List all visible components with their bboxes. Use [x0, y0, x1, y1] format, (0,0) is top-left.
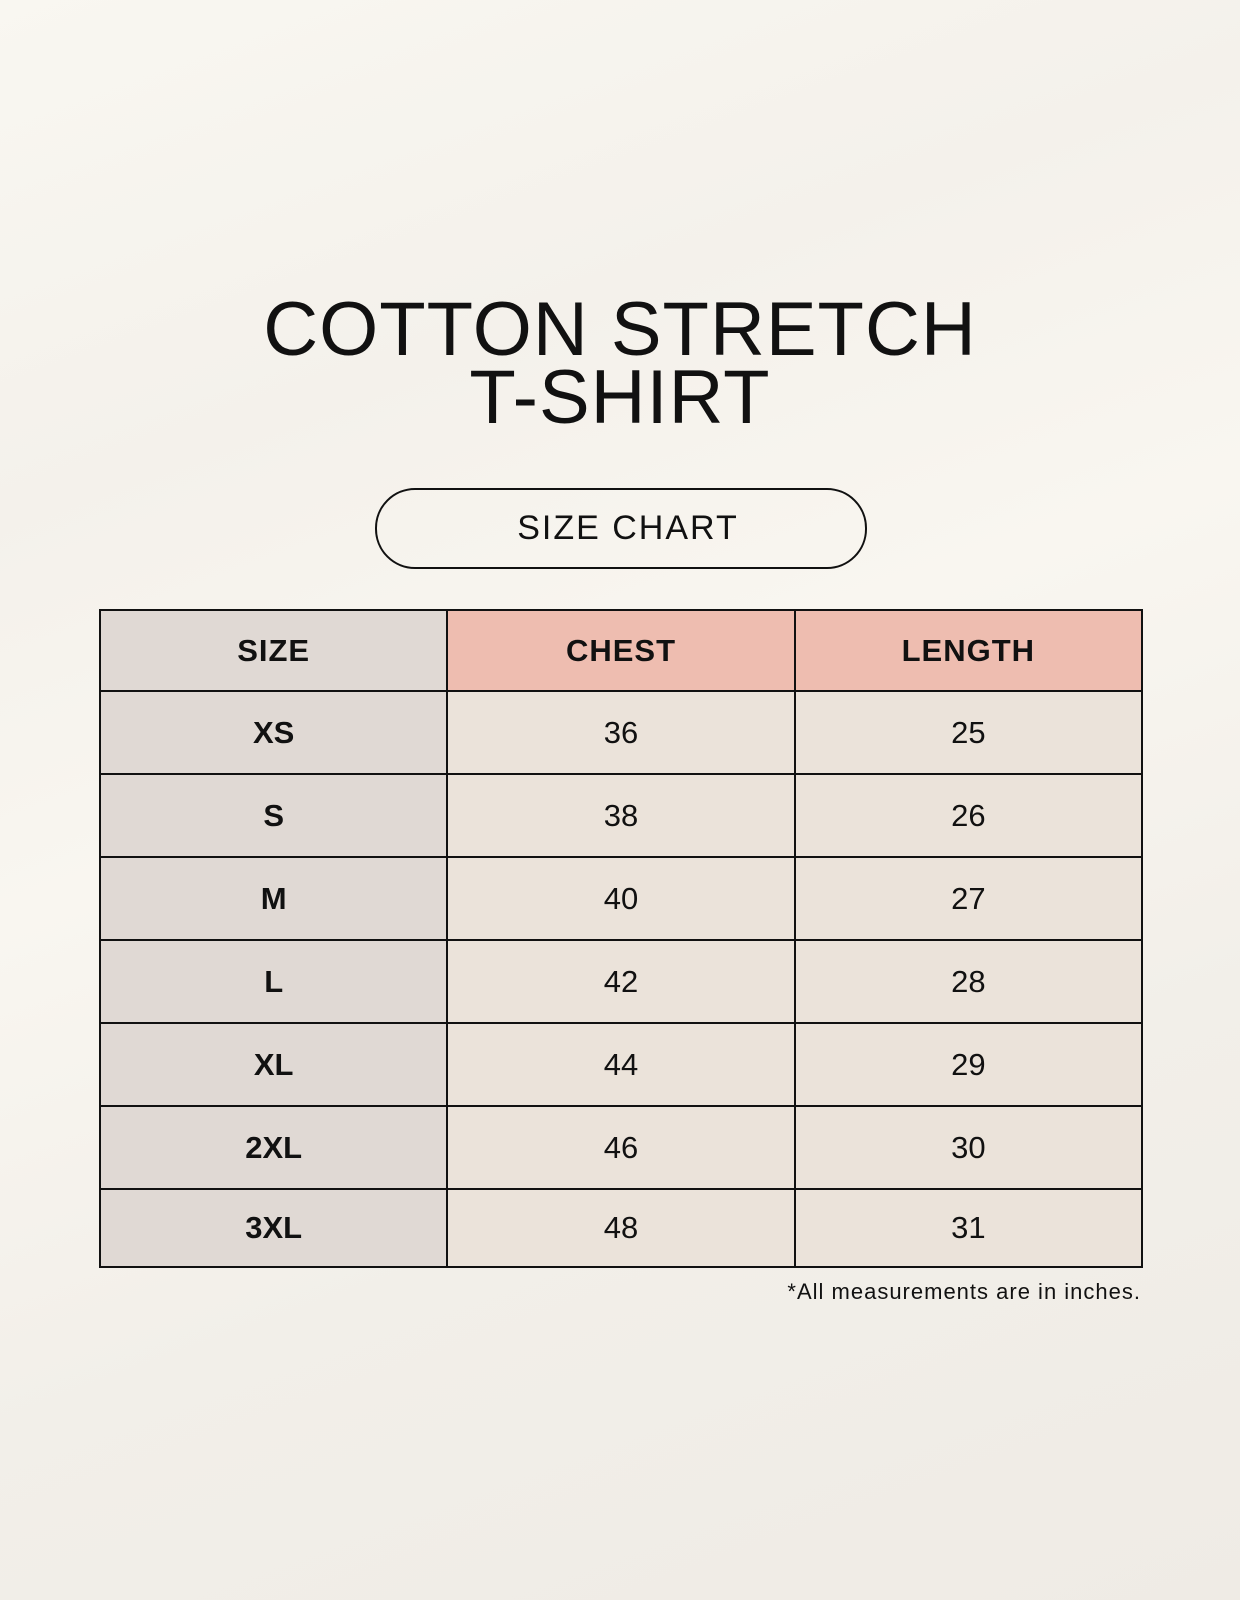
table-row: S 38 26	[98, 773, 1144, 858]
cell-length: 30	[793, 1105, 1144, 1190]
cell-chest: 42	[446, 939, 796, 1024]
table-row: 2XL 46 30	[98, 1105, 1144, 1190]
table-row: M 40 27	[98, 856, 1144, 941]
cell-length: 25	[793, 690, 1144, 775]
cell-size: XL	[98, 1022, 449, 1107]
cell-chest: 48	[446, 1188, 796, 1268]
table-header-row: SIZE CHEST LENGTH	[98, 609, 1144, 692]
table-row: 3XL 48 31	[98, 1188, 1144, 1268]
header-size: SIZE	[98, 609, 449, 692]
page-title: COTTON STRETCH T-SHIRT	[0, 287, 1240, 440]
title-line-1: COTTON STRETCH	[263, 287, 977, 372]
cell-size: M	[98, 856, 449, 941]
cell-chest: 44	[446, 1022, 796, 1107]
cell-length: 27	[793, 856, 1144, 941]
size-chart-text: SIZE CHART	[517, 509, 739, 547]
cell-size: XS	[98, 690, 449, 775]
cell-size: 3XL	[98, 1188, 449, 1268]
cell-size: S	[98, 773, 449, 858]
table-row: XL 44 29	[98, 1022, 1144, 1107]
size-table: SIZE CHEST LENGTH XS 36 25 S 38 26 M 40 27 L 42 28 X…	[98, 609, 1144, 1268]
size-chart-label: SIZE CHART	[375, 488, 867, 569]
title-line-2: T-SHIRT	[469, 355, 771, 440]
cell-length: 29	[793, 1022, 1144, 1107]
header-chest: CHEST	[446, 609, 796, 692]
cell-size: 2XL	[98, 1105, 449, 1190]
table-row: XS 36 25	[98, 690, 1144, 775]
header-length: LENGTH	[793, 609, 1144, 692]
cell-length: 28	[793, 939, 1144, 1024]
table-row: L 42 28	[98, 939, 1144, 1024]
footnote: *All measurements are in inches.	[787, 1279, 1141, 1304]
cell-chest: 38	[446, 773, 796, 858]
cell-chest: 40	[446, 856, 796, 941]
cell-size: L	[98, 939, 449, 1024]
cell-length: 26	[793, 773, 1144, 858]
cell-length: 31	[793, 1188, 1144, 1268]
cell-chest: 36	[446, 690, 796, 775]
cell-chest: 46	[446, 1105, 796, 1190]
